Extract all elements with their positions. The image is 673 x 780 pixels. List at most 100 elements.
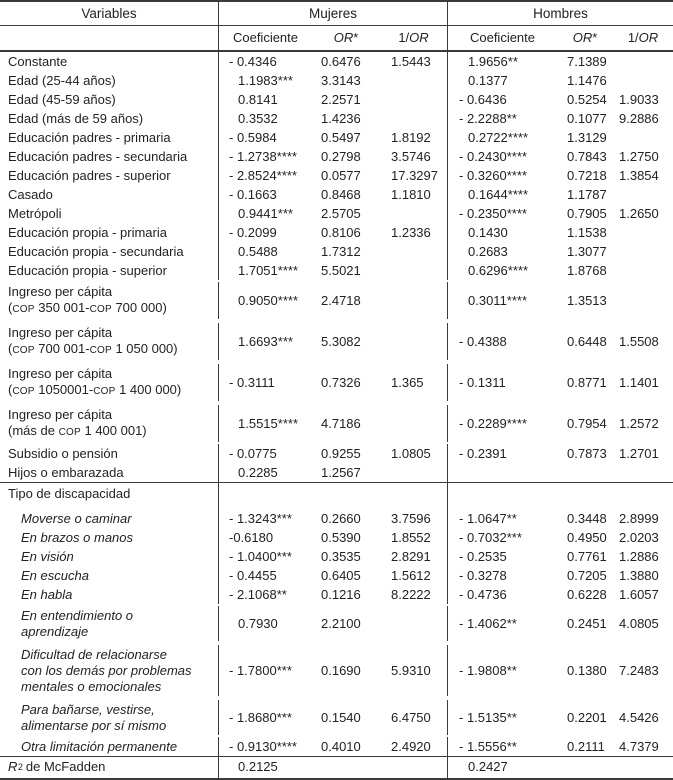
mujeres-or-header: OR * bbox=[333, 30, 359, 45]
mujeres-inv-or-value: 1.1810 bbox=[391, 186, 431, 202]
table-footer: R 2 de McFadden 0.2125 0.2427 bbox=[0, 756, 673, 778]
mujeres-inv-or-value: 1.2336 bbox=[391, 224, 431, 240]
hombres-or-value: 1.3077 bbox=[567, 243, 607, 259]
mujeres-inv-or-value bbox=[380, 242, 447, 261]
table-row: En escucha - 0.4455 0.6405 1.5612 - 0.3278 0.… bbox=[0, 566, 673, 585]
hombres-inv-or-value bbox=[613, 261, 673, 280]
hombres-coeficiente-value: 0.3011**** bbox=[447, 282, 557, 319]
hombres-mcfadden-value: 0.2427 bbox=[447, 757, 673, 778]
mujeres-or-value: 0.8468 bbox=[321, 186, 361, 202]
mujeres-or-value: 0.1540 bbox=[321, 709, 361, 725]
mujeres-coeficiente-value: - 1.8680*** bbox=[218, 700, 312, 735]
hombres-coeficiente-value: 0.2722**** bbox=[447, 128, 557, 147]
hombres-inv-or-value: 1.2572 bbox=[619, 415, 659, 431]
hombres-or-value: 0.7873 bbox=[567, 445, 607, 461]
table-row: En visión - 1.0400*** 0.3535 2.8291 - 0.2535… bbox=[0, 547, 673, 566]
table-row: Edad (45-59 años) 0.8141 2.2571 - 0.6436 0.5… bbox=[0, 90, 673, 109]
table-row: Subsidio o pensión - 0.0775 0.9255 1.0805 - … bbox=[0, 444, 673, 463]
mujeres-coeficiente-value: - 0.4455 bbox=[218, 566, 312, 585]
mujeres-or-value: 4.7186 bbox=[321, 415, 361, 431]
mujeres-or-value bbox=[312, 483, 380, 509]
variable-label: Otra limitación permanente bbox=[21, 738, 178, 754]
mujeres-coeficiente-value: 0.7930 bbox=[218, 606, 312, 641]
mujeres-inv-or-value bbox=[380, 282, 447, 319]
table-row: En brazos o manos -0.6180 0.5390 1.8552 - 0.… bbox=[0, 528, 673, 547]
mujeres-or-value: 2.2571 bbox=[321, 91, 361, 107]
mujeres-or-value: 1.2567 bbox=[321, 464, 361, 480]
mujeres-inv-or-value: 2.8291 bbox=[391, 548, 431, 564]
mujeres-inv-or-value bbox=[380, 90, 447, 109]
hombres-inv-or-value bbox=[613, 223, 673, 242]
variable-label: Ingreso per cápita (COP 700 001-COP 1 050… bbox=[0, 323, 218, 360]
hombres-coeficiente-value: - 0.2391 bbox=[447, 444, 557, 463]
mujeres-or-value: 5.5021 bbox=[321, 262, 361, 278]
mujeres-coeficiente-value: -0.6180 bbox=[218, 528, 312, 547]
mujeres-coeficiente-value: 1.6693*** bbox=[218, 323, 312, 360]
table-row: Educación propia - primaria - 0.2099 0.810… bbox=[0, 223, 673, 242]
hombres-inv-or-value: 1.5508 bbox=[619, 333, 659, 349]
table-row: Ingreso per cápita (COP 1050001-COP 1 400… bbox=[0, 362, 673, 403]
mujeres-coeficiente-value: 0.8141 bbox=[218, 90, 312, 109]
mujeres-coeficiente-value: 0.9441*** bbox=[218, 204, 312, 223]
hombres-or-value: 0.6228 bbox=[567, 586, 607, 602]
variable-label: Educación padres - superior bbox=[8, 167, 171, 183]
hombres-or-value: 0.7954 bbox=[567, 415, 607, 431]
table-row: Constante - 0.4346 0.6476 1.5443 1.9656** 7.1… bbox=[0, 52, 673, 71]
mujeres-mcfadden-value: 0.2125 bbox=[218, 757, 447, 778]
hombres-inv-or-value: 1.1401 bbox=[619, 374, 659, 390]
table-row: Educación propia - secundaria 0.5488 1.731… bbox=[0, 242, 673, 261]
hombres-or-value: 0.7843 bbox=[567, 148, 607, 164]
hombres-inv-or-value: 9.2886 bbox=[619, 110, 659, 126]
hombres-or-header: OR * bbox=[572, 30, 598, 45]
mujeres-or-value: 2.5705 bbox=[321, 205, 361, 221]
variables-column-header: Variables bbox=[81, 5, 137, 21]
variable-label: Constante bbox=[8, 53, 68, 69]
variable-sublabel: (más de COP 1 400 001) bbox=[8, 422, 147, 438]
hombres-coeficiente-value: - 0.4736 bbox=[447, 585, 557, 604]
variable-sublabel: (COP 1050001-COP 1 400 000) bbox=[8, 381, 182, 397]
hombres-coeficiente-value: - 0.2430**** bbox=[447, 147, 557, 166]
hombres-coeficiente-value: 1.9656** bbox=[447, 52, 557, 71]
mujeres-coeficiente-value bbox=[218, 483, 312, 509]
variable-label: Edad (25-44 años) bbox=[8, 72, 116, 88]
mujeres-or-value: 0.7326 bbox=[321, 374, 361, 390]
mujeres-inv-or-value bbox=[380, 405, 447, 442]
mujeres-inv-or-value bbox=[380, 261, 447, 280]
hombres-or-value: 0.2201 bbox=[567, 709, 607, 725]
hombres-or-value: 1.3129 bbox=[567, 129, 607, 145]
table-row: Metrópoli 0.9441*** 2.5705 - 0.2350**** 0.79… bbox=[0, 204, 673, 223]
variable-label: Educación propia - primaria bbox=[8, 224, 167, 240]
hombres-inv-or-header: 1/OR bbox=[627, 30, 659, 45]
hombres-coeficiente-value bbox=[447, 483, 557, 509]
hombres-coeficiente-value: 0.1644**** bbox=[447, 185, 557, 204]
variable-label: Metrópoli bbox=[8, 205, 62, 221]
hombres-or-value: 0.2111 bbox=[567, 738, 605, 754]
mujeres-coeficiente-value: - 0.2099 bbox=[218, 223, 312, 242]
mujeres-or-value: 0.8106 bbox=[321, 224, 361, 240]
hombres-inv-or-value: 2.0203 bbox=[619, 529, 659, 545]
hombres-or-value: 1.3513 bbox=[567, 292, 607, 308]
hombres-or-value: 0.3448 bbox=[567, 510, 607, 526]
variable-label: Educación propia - secundaria bbox=[8, 243, 184, 259]
hombres-coeficiente-value: 0.1430 bbox=[447, 223, 557, 242]
table-row: Moverse o caminar - 1.3243*** 0.2660 3.7596… bbox=[0, 509, 673, 528]
hombres-coeficiente-value bbox=[447, 463, 557, 482]
mujeres-or-value: 0.9255 bbox=[321, 445, 361, 461]
mujeres-coeficiente-value: 0.5488 bbox=[218, 242, 312, 261]
mujeres-coeficiente-value: 1.5515**** bbox=[218, 405, 312, 442]
hombres-coeficiente-value: 0.6296**** bbox=[447, 261, 557, 280]
table-row: Ingreso per cápita (COP 700 001-COP 1 050… bbox=[0, 321, 673, 362]
mujeres-coeficiente-value: - 0.4346 bbox=[218, 52, 312, 71]
hombres-or-value: 1.8768 bbox=[567, 262, 607, 278]
mujeres-inv-or-value bbox=[380, 204, 447, 223]
header-group-row: Variables Mujeres Hombres bbox=[0, 2, 673, 26]
variable-label: Edad (45-59 años) bbox=[8, 91, 116, 107]
hombres-inv-or-value: 2.8999 bbox=[619, 510, 659, 526]
mujeres-inv-or-value: 1.8552 bbox=[391, 529, 431, 545]
variable-label: Para bañarse, vestirse, alimentarse por … bbox=[21, 701, 167, 733]
mujeres-coeficiente-value: - 0.3111 bbox=[218, 364, 312, 401]
mujeres-or-value: 0.1216 bbox=[321, 586, 361, 602]
mujeres-inv-or-value bbox=[380, 463, 447, 482]
table-row: Educación propia - superior 1.7051**** 5.5… bbox=[0, 261, 673, 280]
hombres-coeficiente-value: - 0.2350**** bbox=[447, 204, 557, 223]
